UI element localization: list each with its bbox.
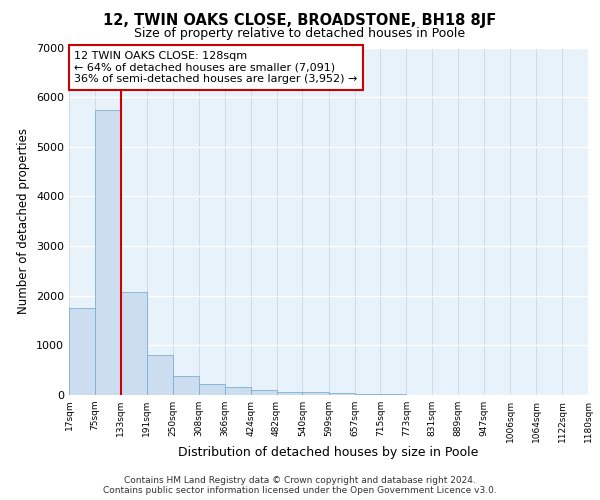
Text: 12, TWIN OAKS CLOSE, BROADSTONE, BH18 8JF: 12, TWIN OAKS CLOSE, BROADSTONE, BH18 8J…: [103, 12, 497, 28]
Bar: [95, 110, 121, 395]
Bar: [251, 390, 277, 395]
Bar: [355, 394, 380, 395]
Bar: [380, 394, 406, 395]
Bar: [329, 393, 355, 395]
Text: Contains public sector information licensed under the Open Government Licence v3: Contains public sector information licen…: [103, 486, 497, 495]
Bar: [199, 384, 225, 395]
Bar: [69, 308, 95, 395]
Bar: [302, 392, 329, 395]
Text: 12 TWIN OAKS CLOSE: 128sqm
← 64% of detached houses are smaller (7,091)
36% of s: 12 TWIN OAKS CLOSE: 128sqm ← 64% of deta…: [74, 51, 358, 84]
Bar: [277, 392, 302, 395]
X-axis label: Distribution of detached houses by size in Poole: Distribution of detached houses by size …: [178, 446, 479, 459]
Y-axis label: Number of detached properties: Number of detached properties: [17, 128, 31, 314]
Bar: [173, 376, 199, 395]
Bar: [121, 292, 146, 395]
Bar: [146, 356, 173, 395]
Text: Contains HM Land Registry data © Crown copyright and database right 2024.: Contains HM Land Registry data © Crown c…: [124, 476, 476, 485]
Text: Size of property relative to detached houses in Poole: Size of property relative to detached ho…: [134, 28, 466, 40]
Bar: [225, 388, 251, 395]
